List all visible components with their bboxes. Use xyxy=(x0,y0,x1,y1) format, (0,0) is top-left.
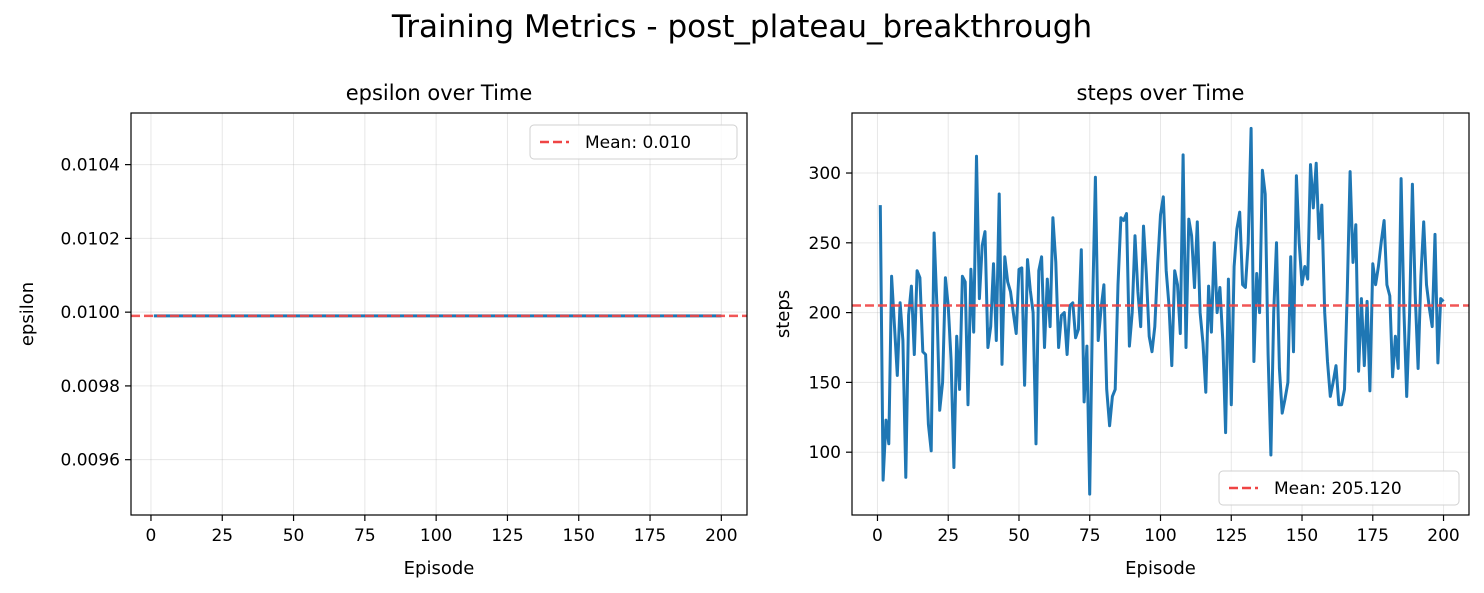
x-tick-label: 100 xyxy=(420,526,452,546)
x-tick-label: 200 xyxy=(705,526,737,546)
subplot-title: steps over Time xyxy=(1077,81,1245,105)
y-tick-label: 0.0100 xyxy=(61,303,120,323)
legend: Mean: 205.120 xyxy=(1218,470,1460,506)
x-axis-title: Episode xyxy=(1125,558,1196,579)
x-tick-label: 25 xyxy=(937,526,959,546)
x-tick-label: 0 xyxy=(872,526,883,546)
y-tick-label: 100 xyxy=(809,443,841,463)
x-tick-label: 0 xyxy=(146,526,157,546)
x-tick-label: 50 xyxy=(1008,526,1030,546)
y-tick-label: 250 xyxy=(809,234,841,254)
x-tick-label: 75 xyxy=(354,526,376,546)
y-tick-label: 150 xyxy=(809,373,841,393)
x-tick-label: 150 xyxy=(563,526,595,546)
legend-label: Mean: 205.120 xyxy=(1274,479,1402,499)
y-tick-label: 0.0096 xyxy=(61,451,120,471)
x-tick-label: 150 xyxy=(1286,526,1318,546)
x-tick-label: 100 xyxy=(1144,526,1176,546)
subplot-1: 0 25 50 75 100 125 150 175 200 0.0096 0.0098 0.0100… xyxy=(17,81,748,579)
x-tick-label: 175 xyxy=(1357,526,1389,546)
x-tick-label: 50 xyxy=(283,526,305,546)
y-tick-label: 300 xyxy=(809,164,841,184)
x-tick-label: 125 xyxy=(1215,526,1247,546)
series-line-steps xyxy=(878,126,1445,496)
y-tick-label: 0.0098 xyxy=(61,377,120,397)
x-tick-label: 125 xyxy=(491,526,523,546)
y-axis-title: steps xyxy=(773,290,794,338)
y-axis-title: epsilon xyxy=(17,282,38,346)
subplot-title: epsilon over Time xyxy=(346,81,533,105)
x-tick-label: 175 xyxy=(634,526,666,546)
x-tick-label: 200 xyxy=(1427,526,1459,546)
y-tick-label: 200 xyxy=(809,304,841,324)
figure-title: Training Metrics - post_plateau_breakthr… xyxy=(391,9,1093,45)
x-axis-title: Episode xyxy=(404,558,475,579)
axes-frame xyxy=(130,112,748,516)
plot-area xyxy=(878,126,1445,496)
x-tick-label: 75 xyxy=(1079,526,1101,546)
legend-box xyxy=(529,124,738,160)
y-tick-label: 0.0104 xyxy=(61,156,120,176)
y-tick-label: 0.0102 xyxy=(61,229,120,249)
legend-box xyxy=(1218,470,1460,506)
legend-label: Mean: 0.010 xyxy=(585,133,691,153)
legend: Mean: 0.010 xyxy=(529,124,738,160)
subplot-2: 0 25 50 75 100 125 150 175 200 100 150 200 250 300 ste… xyxy=(773,81,1470,579)
x-tick-label: 25 xyxy=(211,526,233,546)
